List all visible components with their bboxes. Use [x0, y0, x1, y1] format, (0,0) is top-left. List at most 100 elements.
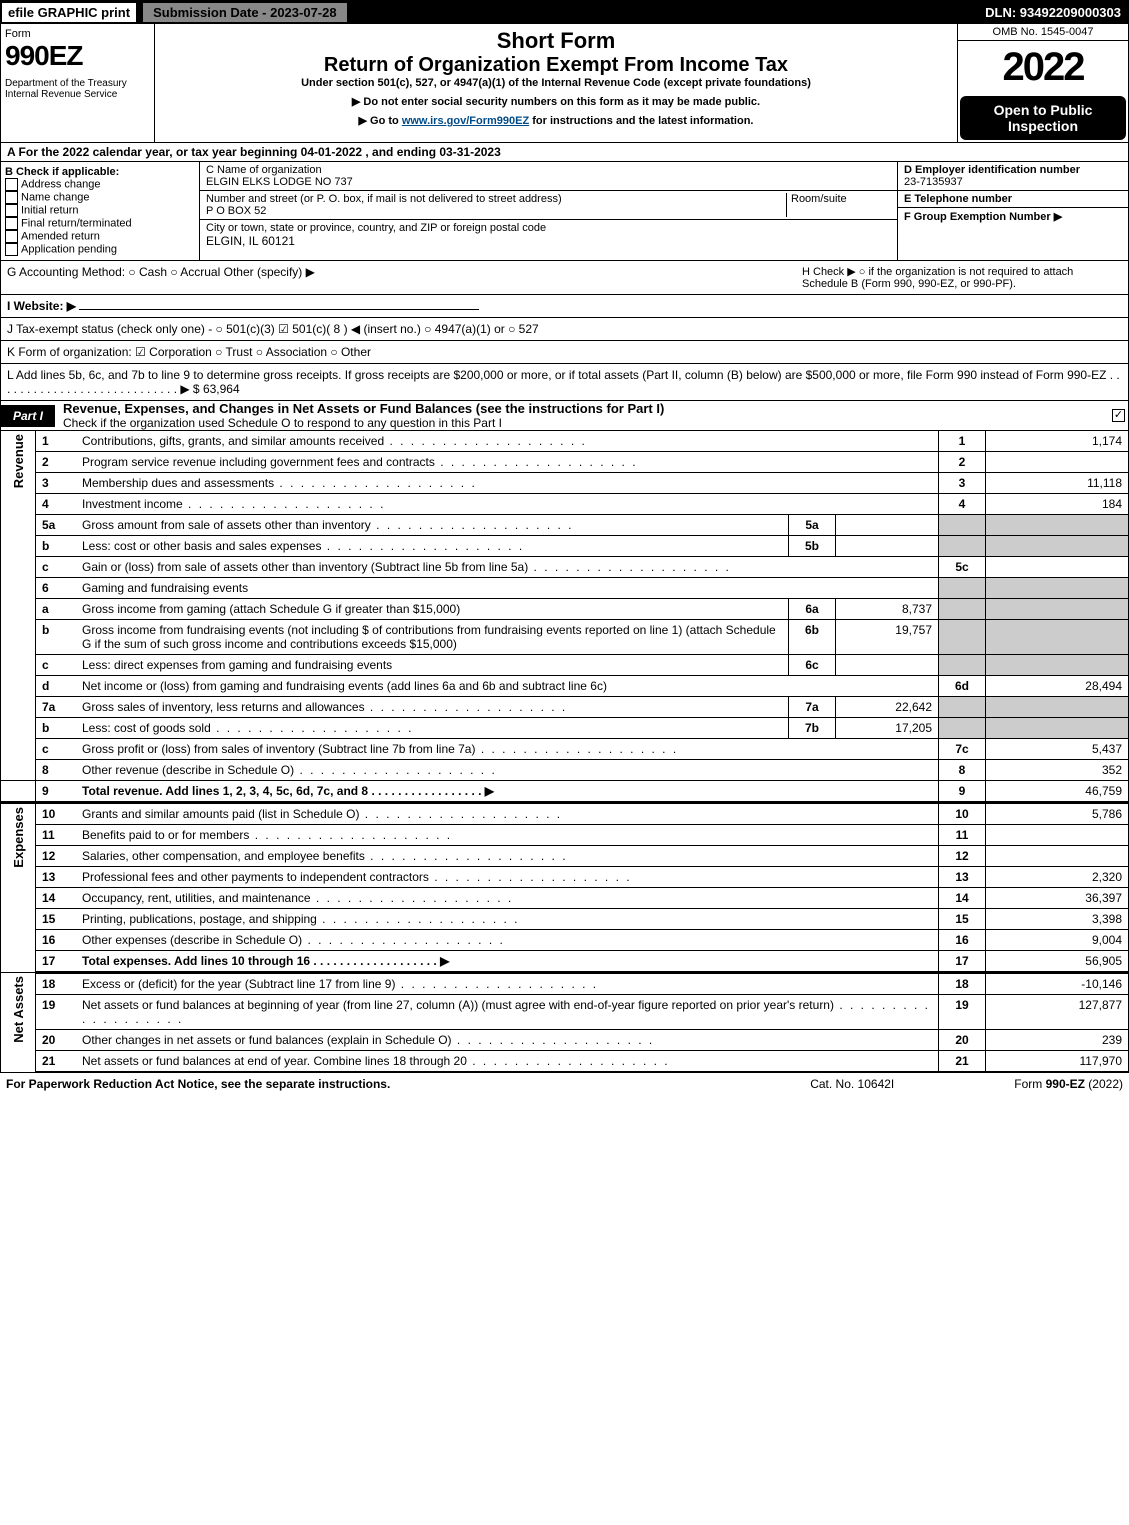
checkbox-address-change[interactable]: [5, 178, 18, 191]
line-19-value: 127,877: [986, 995, 1129, 1030]
line-8-value: 352: [986, 760, 1129, 781]
line-14-desc: Occupancy, rent, utilities, and maintena…: [76, 888, 939, 909]
line-6b-desc: Gross income from fundraising events (no…: [76, 620, 789, 655]
label-initial-return: Initial return: [21, 204, 78, 216]
line-3-rn: 3: [939, 473, 986, 494]
line-6a-num: a: [36, 599, 77, 620]
line-16-desc: Other expenses (describe in Schedule O): [76, 930, 939, 951]
line-13-rn: 13: [939, 867, 986, 888]
line-4-num: 4: [36, 494, 77, 515]
line-6-desc: Gaming and fundraising events: [76, 578, 939, 599]
line-6c-mn: 6c: [789, 655, 836, 676]
checkbox-name-change[interactable]: [5, 191, 18, 204]
col-b-label: B Check if applicable:: [5, 166, 119, 178]
line-21-num: 21: [36, 1051, 77, 1073]
part-1-tab: Part I: [1, 405, 55, 427]
line-21-value: 117,970: [986, 1051, 1129, 1073]
form-number: 990EZ: [5, 40, 150, 72]
telephone-label: E Telephone number: [904, 193, 1012, 205]
row-l-gross-receipts: L Add lines 5b, 6c, and 7b to line 9 to …: [0, 364, 1129, 401]
line-21-rn: 21: [939, 1051, 986, 1073]
line-6a-mn: 6a: [789, 599, 836, 620]
form-header: Form 990EZ Department of the Treasury In…: [0, 24, 1129, 143]
checkbox-initial-return[interactable]: [5, 204, 18, 217]
row-j-tax-exempt: J Tax-exempt status (check only one) - ○…: [0, 318, 1129, 341]
line-5a-desc: Gross amount from sale of assets other t…: [76, 515, 789, 536]
submission-date-button[interactable]: Submission Date - 2023-07-28: [142, 2, 348, 23]
top-bar: efile GRAPHIC print Submission Date - 20…: [0, 0, 1129, 24]
line-16-rn: 16: [939, 930, 986, 951]
line-7b-num: b: [36, 718, 77, 739]
column-b-check-applicable: B Check if applicable: Address change Na…: [1, 162, 200, 260]
org-name-label: C Name of organization: [206, 164, 891, 176]
part-1-schedule-o-checkbox[interactable]: [1112, 409, 1125, 422]
line-1-num: 1: [36, 431, 77, 452]
line-6b-mn: 6b: [789, 620, 836, 655]
line-14-value: 36,397: [986, 888, 1129, 909]
section-bcdef: B Check if applicable: Address change Na…: [0, 162, 1129, 261]
efile-print-button[interactable]: efile GRAPHIC print: [0, 1, 138, 24]
column-c-org-info: C Name of organization ELGIN ELKS LODGE …: [200, 162, 898, 260]
row-a-text: A For the 2022 calendar year, or tax yea…: [7, 145, 501, 159]
line-12-desc: Salaries, other compensation, and employ…: [76, 846, 939, 867]
line-7a-rn-grey: [939, 697, 986, 718]
line-5b-desc: Less: cost or other basis and sales expe…: [76, 536, 789, 557]
line-7a-rv-grey: [986, 697, 1129, 718]
checkbox-application-pending[interactable]: [5, 243, 18, 256]
line-18-num: 18: [36, 973, 77, 995]
row-a-tax-year: A For the 2022 calendar year, or tax yea…: [0, 143, 1129, 162]
line-6d-num: d: [36, 676, 77, 697]
line-5a-mn: 5a: [789, 515, 836, 536]
short-form-title: Short Form: [159, 28, 953, 54]
line-6b-rn-grey: [939, 620, 986, 655]
line-2-rn: 2: [939, 452, 986, 473]
line-15-value: 3,398: [986, 909, 1129, 930]
line-19-num: 19: [36, 995, 77, 1030]
line-7b-mv: 17,205: [836, 718, 939, 739]
group-exemption-label: F Group Exemption Number ▶: [904, 211, 1062, 223]
line-5a-num: 5a: [36, 515, 77, 536]
line-6a-desc: Gross income from gaming (attach Schedul…: [76, 599, 789, 620]
line-3-desc: Membership dues and assessments: [76, 473, 939, 494]
line-5b-mn: 5b: [789, 536, 836, 557]
line-20-desc: Other changes in net assets or fund bala…: [76, 1030, 939, 1051]
line-5b-mv: [836, 536, 939, 557]
ein-label: D Employer identification number: [904, 164, 1080, 176]
ein-value: 23-7135937: [904, 176, 963, 188]
line-20-value: 239: [986, 1030, 1129, 1051]
line-4-desc: Investment income: [76, 494, 939, 515]
line-6-rv-grey: [986, 578, 1129, 599]
line-10-value: 5,786: [986, 803, 1129, 825]
header-right: OMB No. 1545-0047 2022 Open to Public In…: [958, 24, 1128, 142]
line-12-rn: 12: [939, 846, 986, 867]
footer-cat-no: Cat. No. 10642I: [810, 1077, 894, 1091]
line-13-desc: Professional fees and other payments to …: [76, 867, 939, 888]
row-k-form-of-org: K Form of organization: ☑ Corporation ○ …: [0, 341, 1129, 364]
line-5a-rn-grey: [939, 515, 986, 536]
line-7c-num: c: [36, 739, 77, 760]
line-7b-rn-grey: [939, 718, 986, 739]
checkbox-final-return[interactable]: [5, 217, 18, 230]
line-5b-num: b: [36, 536, 77, 557]
line-9-num: 9: [36, 781, 77, 803]
omb-number: OMB No. 1545-0047: [958, 24, 1128, 41]
line-1-desc: Contributions, gifts, grants, and simila…: [76, 431, 939, 452]
line-10-desc: Grants and similar amounts paid (list in…: [76, 803, 939, 825]
city-label: City or town, state or province, country…: [206, 222, 891, 234]
line-10-num: 10: [36, 803, 77, 825]
line-13-num: 13: [36, 867, 77, 888]
line-19-desc: Net assets or fund balances at beginning…: [76, 995, 939, 1030]
header-center: Short Form Return of Organization Exempt…: [155, 24, 958, 142]
line-4-rn: 4: [939, 494, 986, 515]
line-18-desc: Excess or (deficit) for the year (Subtra…: [76, 973, 939, 995]
part-1-table: Revenue 1 Contributions, gifts, grants, …: [0, 431, 1129, 1073]
label-address-change: Address change: [21, 178, 101, 190]
irs-link[interactable]: www.irs.gov/Form990EZ: [402, 115, 529, 127]
line-6d-value: 28,494: [986, 676, 1129, 697]
checkbox-amended-return[interactable]: [5, 230, 18, 243]
line-6a-rv-grey: [986, 599, 1129, 620]
line-7a-mv: 22,642: [836, 697, 939, 718]
line-4-value: 184: [986, 494, 1129, 515]
note-goto: ▶ Go to www.irs.gov/Form990EZ for instru…: [159, 114, 953, 127]
line-9-rn: 9: [939, 781, 986, 803]
